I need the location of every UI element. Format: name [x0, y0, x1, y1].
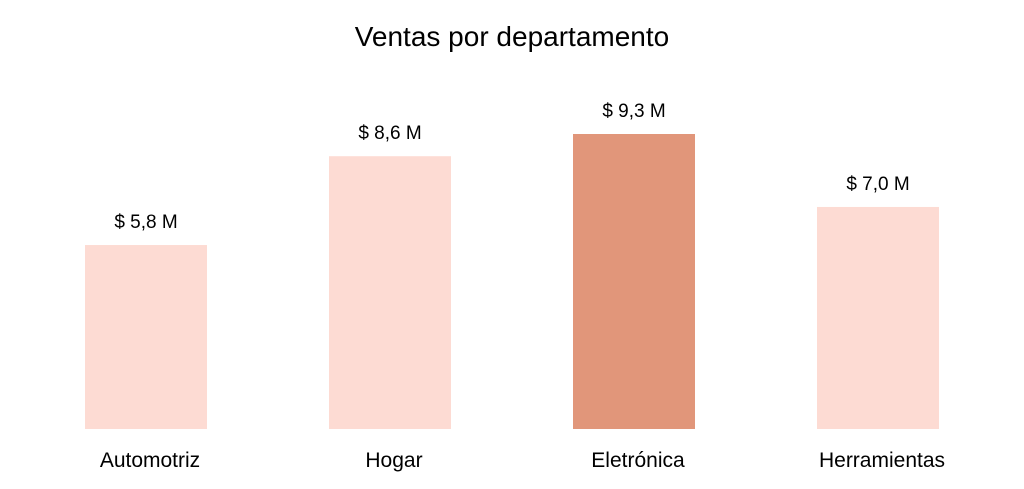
value-label-automotriz: $ 5,8 M: [114, 212, 177, 233]
bar-herramientas: [817, 206, 939, 429]
value-labels-group: $ 5,8 M $ 8,6 M $ 9,3 M $ 7,0 M: [114, 101, 909, 233]
category-label-eletronica: Eletrónica: [591, 449, 685, 472]
category-label-automotriz: Automotriz: [100, 449, 200, 472]
bar-eletronica: [573, 134, 695, 429]
value-label-eletronica: $ 9,3 M: [602, 101, 665, 122]
bar-hogar: [329, 156, 451, 430]
category-label-hogar: Hogar: [365, 449, 422, 472]
chart-title: Ventas por departamento: [355, 21, 669, 52]
value-label-herramientas: $ 7,0 M: [846, 174, 909, 195]
value-label-hogar: $ 8,6 M: [358, 123, 421, 144]
category-label-herramientas: Herramientas: [819, 449, 945, 472]
bars-group: [85, 134, 939, 430]
bar-automotriz: [85, 245, 207, 429]
category-labels-group: Automotriz Hogar Eletrónica Herramientas: [100, 449, 945, 472]
